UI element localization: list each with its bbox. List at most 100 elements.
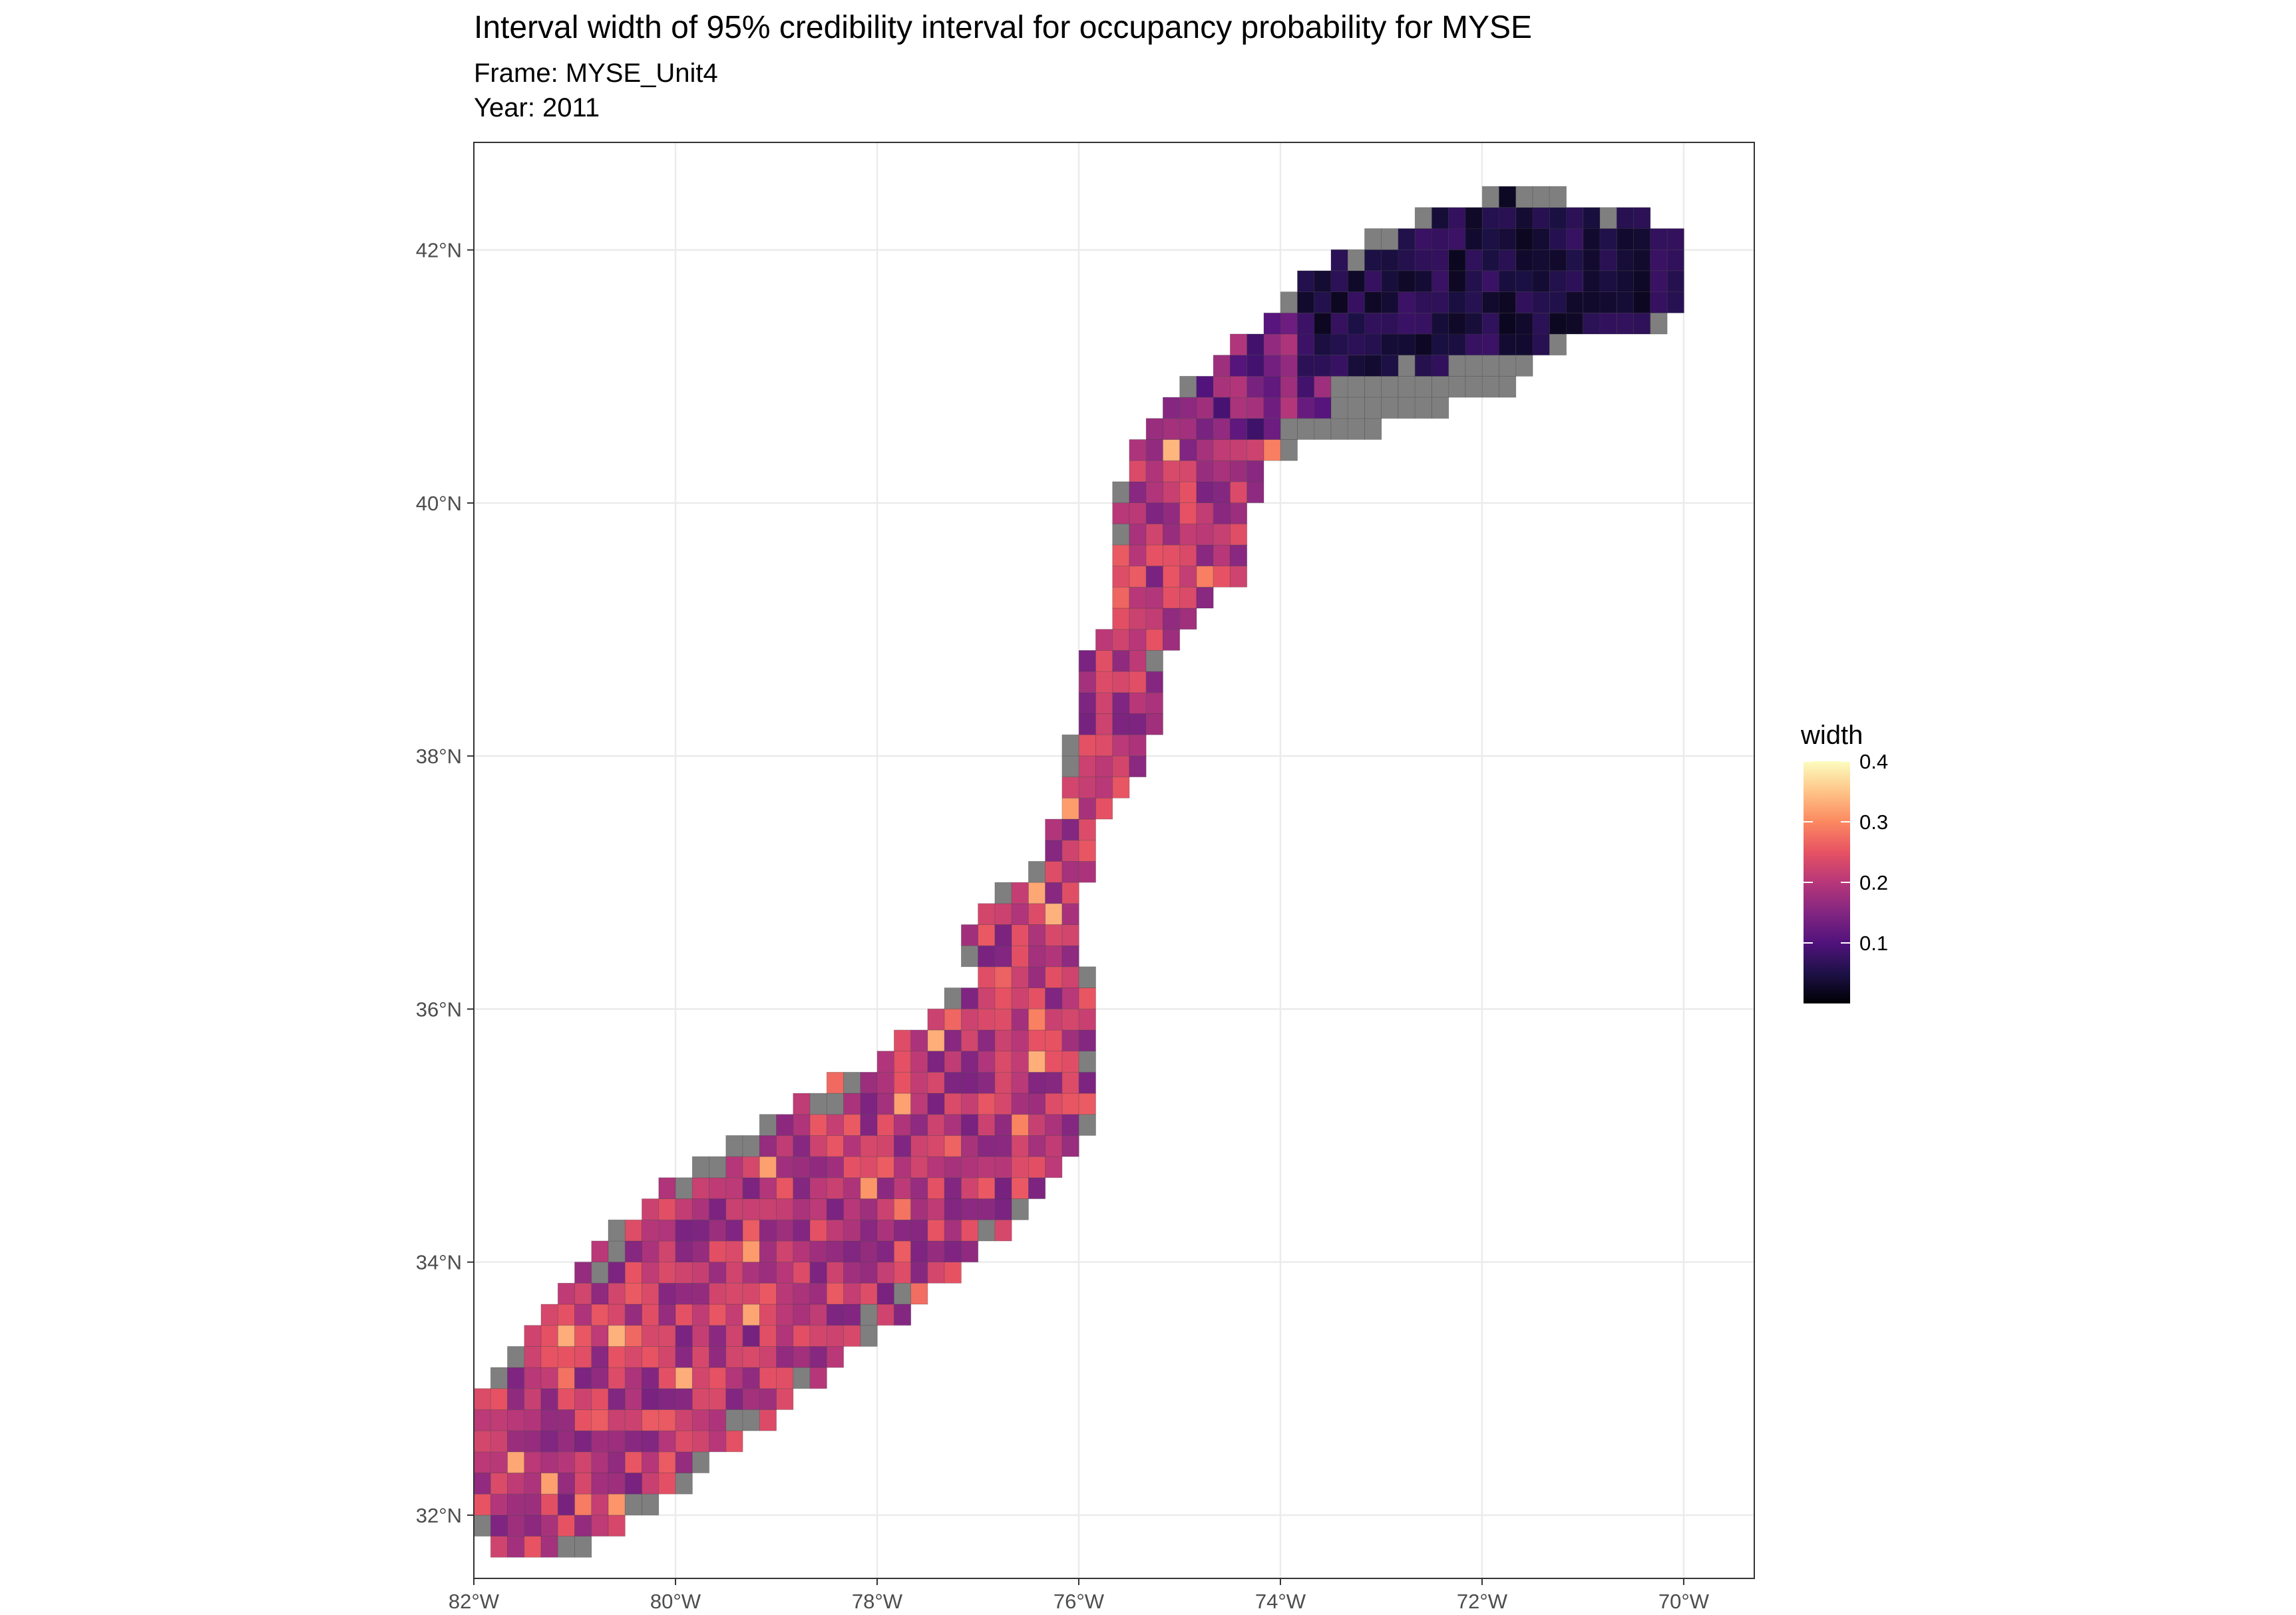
map-cell bbox=[1011, 1135, 1029, 1157]
map-cell bbox=[675, 1304, 693, 1326]
map-cell bbox=[557, 1451, 575, 1473]
map-cell bbox=[1414, 207, 1432, 229]
x-tick-label-2: 78°W bbox=[852, 1590, 903, 1613]
map-cell bbox=[507, 1367, 525, 1389]
map-cell bbox=[1616, 228, 1634, 250]
map-cell bbox=[843, 1240, 861, 1263]
map-cell bbox=[961, 1240, 979, 1263]
map-cell bbox=[1414, 228, 1432, 250]
map-cell bbox=[1364, 333, 1382, 356]
map-cell bbox=[1364, 376, 1382, 398]
map-cell bbox=[1616, 270, 1634, 292]
map-cell bbox=[1650, 270, 1668, 292]
map-cell bbox=[1633, 312, 1651, 335]
map-cell bbox=[642, 1430, 660, 1453]
map-cell bbox=[776, 1135, 794, 1157]
map-cell bbox=[725, 1135, 743, 1157]
map-cell bbox=[1666, 291, 1684, 313]
map-cell bbox=[894, 1304, 912, 1326]
map-cell bbox=[809, 1198, 827, 1220]
map-cell bbox=[1347, 418, 1365, 440]
map-cell bbox=[591, 1325, 609, 1347]
map-cell bbox=[1465, 228, 1483, 250]
y-tick-label-3: 38°N bbox=[416, 745, 462, 768]
map-cell bbox=[1061, 1071, 1079, 1094]
map-cell bbox=[1566, 249, 1584, 271]
map-cell bbox=[1112, 671, 1130, 693]
map-cell bbox=[709, 1409, 727, 1431]
map-cell bbox=[540, 1367, 558, 1389]
x-tick-label-3: 76°W bbox=[1053, 1590, 1105, 1613]
map-cell bbox=[978, 1219, 996, 1242]
map-cell bbox=[1028, 1071, 1046, 1094]
map-cell bbox=[490, 1367, 508, 1389]
map-cell bbox=[1364, 397, 1382, 419]
map-cell bbox=[540, 1473, 558, 1495]
map-cell bbox=[473, 1473, 491, 1495]
map-cell bbox=[1061, 903, 1079, 925]
map-cell bbox=[1179, 481, 1197, 504]
map-cell bbox=[574, 1451, 592, 1473]
map-cell bbox=[608, 1388, 626, 1410]
map-cell bbox=[1347, 355, 1365, 377]
map-cell bbox=[675, 1367, 693, 1389]
map-cell bbox=[876, 1240, 894, 1263]
map-cell bbox=[1112, 650, 1130, 672]
map-cell bbox=[809, 1282, 827, 1305]
map-cell bbox=[1499, 376, 1517, 398]
map-cell bbox=[1230, 481, 1248, 504]
legend-title: width bbox=[1800, 721, 1863, 750]
map-cell bbox=[1465, 312, 1483, 335]
map-cell bbox=[1230, 355, 1248, 377]
map-cell bbox=[691, 1156, 710, 1178]
map-cell bbox=[1078, 713, 1096, 735]
map-cell bbox=[691, 1262, 710, 1284]
map-cell bbox=[759, 1409, 777, 1431]
map-cell bbox=[490, 1493, 508, 1516]
map-cell bbox=[1163, 629, 1181, 651]
map-cell bbox=[658, 1473, 676, 1495]
map-cell bbox=[994, 945, 1012, 968]
map-cell bbox=[759, 1346, 777, 1368]
map-cell bbox=[642, 1367, 660, 1389]
map-cell bbox=[1280, 397, 1298, 419]
map-cell bbox=[1045, 1114, 1063, 1136]
map-cell bbox=[591, 1346, 609, 1368]
map-cell bbox=[490, 1473, 508, 1495]
chart-subtitle-year: Year: 2011 bbox=[474, 93, 600, 122]
map-cell bbox=[1650, 249, 1668, 271]
map-cell bbox=[1566, 207, 1584, 229]
x-tick-label-5: 72°W bbox=[1457, 1590, 1508, 1613]
map-cell bbox=[860, 1093, 878, 1115]
map-cell bbox=[776, 1346, 794, 1368]
map-cell bbox=[894, 1135, 912, 1157]
map-cell bbox=[1061, 734, 1079, 757]
map-cell bbox=[473, 1493, 491, 1516]
map-cell bbox=[809, 1262, 827, 1284]
map-cell bbox=[776, 1219, 794, 1242]
map-cell bbox=[1583, 249, 1601, 271]
map-cell bbox=[1314, 312, 1332, 335]
map-cell bbox=[1129, 502, 1147, 524]
map-cell bbox=[1230, 397, 1248, 419]
map-cell bbox=[910, 1114, 928, 1136]
map-cell bbox=[1599, 270, 1617, 292]
map-cell bbox=[1045, 861, 1063, 883]
map-cell bbox=[624, 1262, 642, 1284]
map-cell bbox=[658, 1409, 676, 1431]
map-cell bbox=[944, 1071, 962, 1094]
map-cell bbox=[1061, 840, 1079, 862]
map-cell bbox=[1196, 376, 1214, 398]
map-cell bbox=[1078, 1051, 1096, 1073]
map-cell bbox=[759, 1282, 777, 1305]
map-cell bbox=[978, 987, 996, 1009]
map-cell bbox=[1011, 1093, 1029, 1115]
map-cell bbox=[1465, 249, 1483, 271]
map-cell bbox=[1112, 608, 1130, 630]
map-cell bbox=[910, 1051, 928, 1073]
map-cell bbox=[1028, 945, 1046, 968]
map-cell bbox=[1330, 355, 1348, 377]
map-cell bbox=[927, 1156, 945, 1178]
map-cell bbox=[1011, 924, 1029, 946]
map-cell bbox=[1532, 312, 1550, 335]
